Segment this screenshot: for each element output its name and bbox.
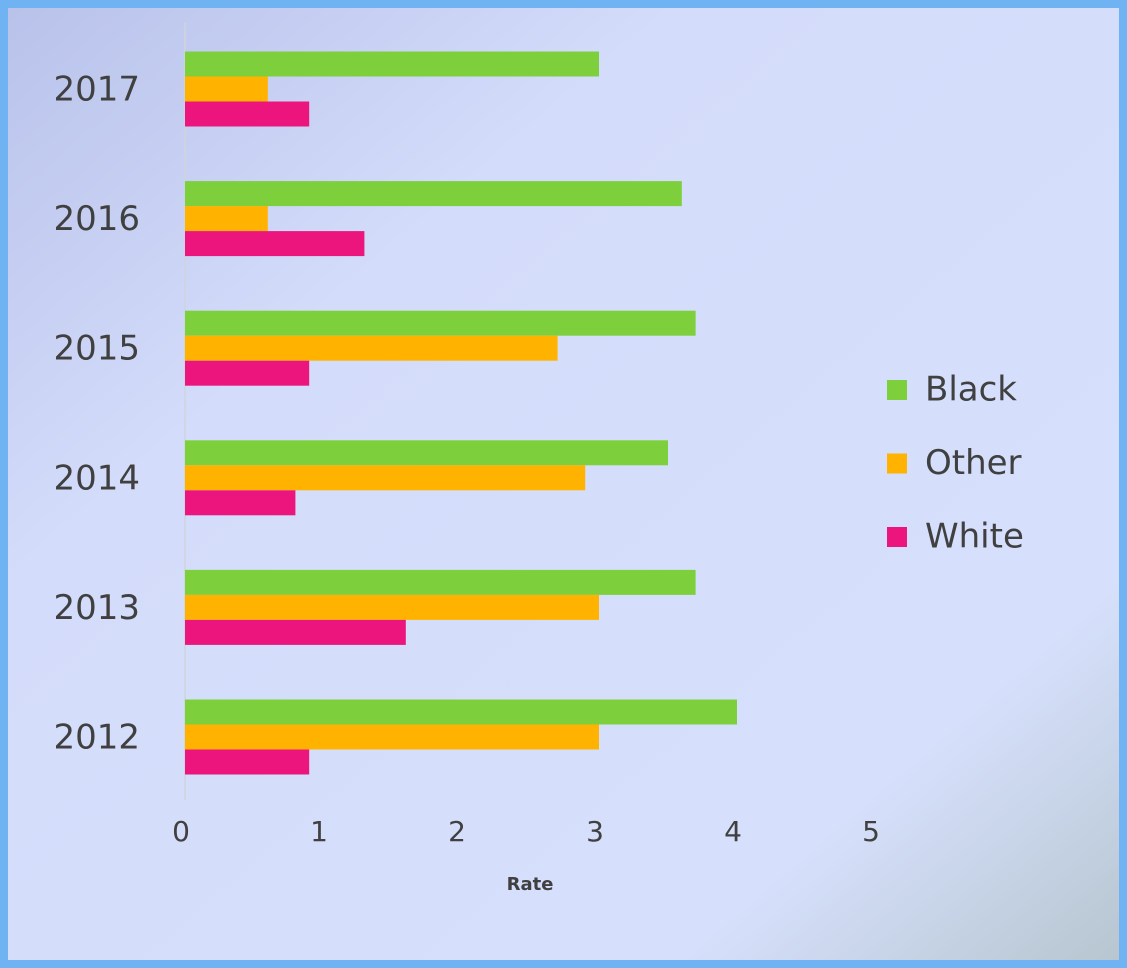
bar: [185, 51, 599, 77]
bar: [185, 76, 268, 102]
bar: [185, 490, 296, 516]
x-tick-label: 3: [586, 815, 604, 848]
bar: [185, 724, 599, 750]
legend-label: White: [925, 517, 1024, 557]
bar: [185, 360, 310, 386]
bar: [185, 594, 599, 620]
y-tick-label: 2016: [53, 199, 140, 239]
bar: [185, 619, 406, 645]
x-axis-label: Rate: [507, 874, 554, 895]
x-tick-label: 5: [862, 815, 880, 848]
bar: [185, 101, 310, 127]
bar: [185, 206, 268, 232]
bar: [185, 231, 365, 257]
legend-swatch: [887, 527, 907, 547]
bar: [185, 440, 668, 466]
legend-swatch: [887, 380, 907, 400]
y-tick-label: 2013: [53, 588, 140, 628]
bar: [185, 699, 737, 725]
legend-label: Black: [925, 370, 1017, 410]
y-tick-label: 2015: [53, 329, 140, 369]
legend-swatch: [887, 453, 907, 474]
bar: [185, 465, 586, 491]
legend-label: Other: [925, 443, 1022, 483]
bar: [185, 749, 310, 775]
x-tick-label: 1: [310, 815, 328, 848]
bar: [185, 181, 682, 207]
bar: [185, 335, 558, 361]
y-tick-label: 2012: [53, 718, 140, 758]
x-tick-label: 4: [724, 815, 742, 848]
x-tick-label: 2: [448, 815, 466, 848]
y-tick-label: 2017: [53, 70, 140, 110]
x-tick-label: 0: [172, 815, 190, 848]
bar: [185, 569, 696, 595]
bar: [185, 310, 696, 336]
y-tick-label: 2014: [53, 458, 140, 498]
